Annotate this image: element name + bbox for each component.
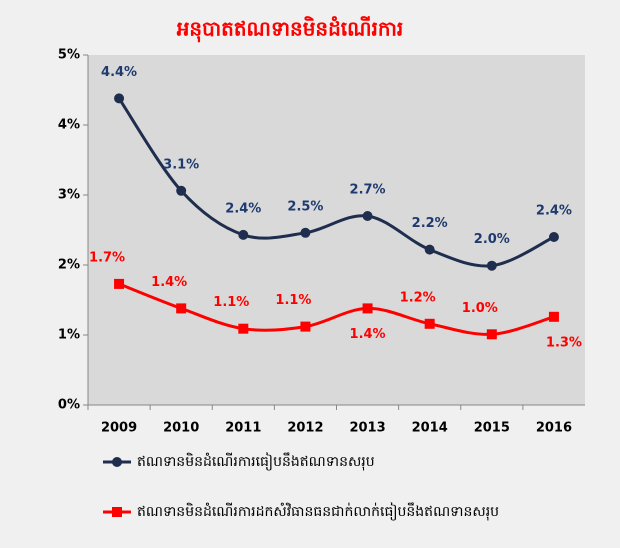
data-label: 1.3% xyxy=(546,335,582,350)
y-tick-label: 3% xyxy=(58,188,80,203)
data-label: 1.2% xyxy=(400,290,436,305)
x-tick-label: 2016 xyxy=(536,421,572,436)
x-tick-label: 2010 xyxy=(163,421,199,436)
marker xyxy=(548,232,559,242)
marker xyxy=(486,329,497,340)
legend-label: ឥណទានមិនដំណើរការធៀបនឹងឥណទានសរុប xyxy=(137,452,375,471)
data-label: 1.4% xyxy=(350,327,386,342)
data-label: 1.1% xyxy=(213,295,249,310)
marker xyxy=(238,323,249,334)
chart-title: អនុបាតឥណទានមិនដំណើរការ xyxy=(177,16,404,43)
marker xyxy=(486,260,497,271)
marker xyxy=(176,303,187,314)
data-label: 2.2% xyxy=(412,216,448,231)
data-label: 1.1% xyxy=(275,293,311,308)
x-tick-label: 2014 xyxy=(412,421,448,436)
y-tick-label: 1% xyxy=(58,328,80,343)
marker xyxy=(114,278,125,289)
data-label: 2.5% xyxy=(287,199,323,214)
marker xyxy=(424,244,435,255)
legend-marker xyxy=(112,507,122,517)
y-tick-label: 4% xyxy=(58,118,80,133)
data-label: 3.1% xyxy=(163,157,199,172)
plot-area xyxy=(88,55,585,405)
y-tick-label: 2% xyxy=(58,258,80,273)
marker xyxy=(114,93,125,104)
y-tick-label: 5% xyxy=(58,48,80,63)
legend-label: ឥណទានមិនដំណើរការដកសំវិធានធនជាក់លាក់ធៀបនឹ… xyxy=(137,502,499,521)
data-label: 1.4% xyxy=(151,275,187,290)
data-label: 2.0% xyxy=(474,232,510,247)
marker xyxy=(176,185,187,196)
y-tick-label: 0% xyxy=(58,398,80,413)
legend-marker xyxy=(112,457,122,467)
x-tick-label: 2011 xyxy=(225,421,261,436)
marker xyxy=(238,229,249,240)
data-label: 1.7% xyxy=(89,250,125,265)
x-tick-label: 2015 xyxy=(474,421,510,436)
data-label: 4.4% xyxy=(101,65,137,80)
marker xyxy=(300,227,311,238)
x-tick-label: 2012 xyxy=(287,421,323,436)
data-label: 2.4% xyxy=(536,204,572,219)
marker xyxy=(548,311,559,322)
marker xyxy=(362,211,373,221)
marker xyxy=(424,318,435,329)
data-label: 2.7% xyxy=(350,183,386,198)
x-tick-label: 2013 xyxy=(349,421,385,436)
data-label: 1.0% xyxy=(462,301,498,316)
data-label: 2.4% xyxy=(225,201,261,216)
marker xyxy=(300,321,311,332)
x-tick-label: 2009 xyxy=(101,421,137,436)
marker xyxy=(362,303,373,314)
